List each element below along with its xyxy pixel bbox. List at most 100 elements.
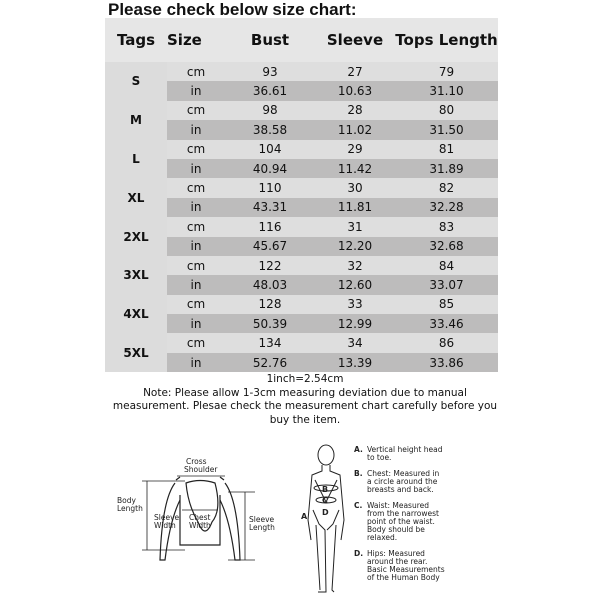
value-cell: 32.68: [395, 236, 498, 256]
unit-cell: in: [167, 275, 225, 295]
legend-key: C.: [354, 501, 363, 510]
legend-line: point of the waist.: [367, 517, 435, 526]
size-tag: M: [105, 100, 167, 140]
label-b: B: [322, 485, 328, 494]
table-row-in: in 50.39 12.99 33.46: [105, 314, 498, 334]
value-cell: 31: [315, 217, 395, 237]
label-cross-shoulder-2: Shoulder: [184, 465, 218, 474]
table-row-in: in 38.58 11.02 31.50: [105, 120, 498, 140]
value-cell: 48.03: [225, 275, 315, 295]
value-cell: 10.63: [315, 81, 395, 101]
value-cell: 98: [225, 100, 315, 121]
table-row-cm: 5XL cm 134 34 86: [105, 333, 498, 373]
value-cell: 36.61: [225, 81, 315, 101]
value-cell: 13.39: [315, 352, 395, 373]
value-cell: 33.07: [395, 275, 498, 295]
legend-line: around the rear.: [367, 557, 427, 566]
label-body-length-2: Length: [117, 504, 143, 513]
legend-key: D.: [354, 549, 363, 558]
value-cell: 12.99: [315, 314, 395, 334]
table-row-in: in 36.61 10.63 31.10: [105, 81, 498, 101]
table-row-in: in 40.94 11.42 31.89: [105, 158, 498, 179]
table-row-in: in 45.67 12.20 32.68: [105, 236, 498, 256]
unit-cell: cm: [167, 100, 225, 121]
page-title: Please check below size chart:: [108, 0, 357, 19]
value-cell: 30: [315, 178, 395, 198]
header-tags: Tags: [105, 18, 167, 62]
table-row-in: in 52.76 13.39 33.86: [105, 352, 498, 373]
label-d: D: [322, 508, 329, 517]
label-chest-width-2: Width: [189, 521, 211, 530]
unit-cell: in: [167, 81, 225, 101]
value-cell: 122: [225, 255, 315, 276]
legend-key: B.: [354, 469, 363, 478]
legend-line: Chest: Measured in: [367, 469, 439, 478]
legend-line: Waist: Measured: [367, 501, 429, 510]
unit-cell: in: [167, 236, 225, 256]
legend-line: to toe.: [367, 453, 391, 462]
value-cell: 110: [225, 178, 315, 198]
body-figure: [307, 444, 345, 593]
value-cell: 34: [315, 333, 395, 353]
unit-cell: in: [167, 314, 225, 334]
header-sleeve: Sleeve: [315, 18, 395, 62]
legend-line: a circle around the: [367, 477, 438, 486]
note-text: Note: Please allow 1-3cm measuring devia…: [112, 386, 498, 426]
table-row-cm: 3XL cm 122 32 84: [105, 255, 498, 295]
label-sleeve-length-2: Length: [249, 523, 275, 532]
size-tag: 3XL: [105, 255, 167, 295]
unit-cell: cm: [167, 217, 225, 237]
table-row-cm: 4XL cm 128 33 85: [105, 294, 498, 334]
value-cell: 80: [395, 100, 498, 121]
unit-cell: cm: [167, 255, 225, 276]
size-tag: 5XL: [105, 333, 167, 373]
unit-cell: in: [167, 197, 225, 218]
legend-line: from the narrowest: [367, 509, 439, 518]
value-cell: 45.67: [225, 236, 315, 256]
value-cell: 32: [315, 255, 395, 276]
value-cell: 11.02: [315, 120, 395, 140]
value-cell: 32.28: [395, 197, 498, 218]
value-cell: 12.60: [315, 275, 395, 295]
value-cell: 85: [395, 294, 498, 315]
size-tag: XL: [105, 178, 167, 218]
table-row-in: in 43.31 11.81 32.28: [105, 197, 498, 218]
unit-cell: cm: [167, 333, 225, 353]
size-tag: 2XL: [105, 217, 167, 256]
label-body-length: Body: [117, 496, 136, 505]
size-tag: 4XL: [105, 294, 167, 334]
value-cell: 50.39: [225, 314, 315, 334]
value-cell: 86: [395, 333, 498, 353]
value-cell: 43.31: [225, 197, 315, 218]
size-tag: L: [105, 139, 167, 179]
conversion-text: 1inch=2.54cm: [266, 373, 344, 385]
value-cell: 52.76: [225, 352, 315, 373]
legend-line: Body should be: [367, 525, 425, 534]
legend-line: breasts and back.: [367, 485, 434, 494]
value-cell: 31.50: [395, 120, 498, 140]
value-cell: 128: [225, 294, 315, 315]
label-a: A: [301, 512, 308, 521]
unit-cell: in: [167, 352, 225, 373]
unit-cell: cm: [167, 62, 225, 82]
label-cross-shoulder: Cross: [186, 457, 207, 466]
value-cell: 40.94: [225, 158, 315, 179]
header-bust: Bust: [225, 18, 315, 62]
value-cell: 83: [395, 217, 498, 237]
value-cell: 11.81: [315, 197, 395, 218]
label-c: C: [322, 496, 328, 505]
table-row-cm: XL cm 110 30 82: [105, 178, 498, 218]
legend-line: Basic Measurements: [367, 565, 445, 574]
note: 1inch=2.54cm Note: Please allow 1-3cm me…: [110, 373, 500, 427]
value-cell: 31.89: [395, 158, 498, 179]
sweater-dimension-lines: [142, 475, 255, 561]
table-row-in: in 48.03 12.60 33.07: [105, 275, 498, 295]
table-header: Tags Size Bust Sleeve Tops Length: [105, 18, 498, 62]
unit-cell: in: [167, 158, 225, 179]
label-chest-width: Chest: [189, 513, 211, 522]
